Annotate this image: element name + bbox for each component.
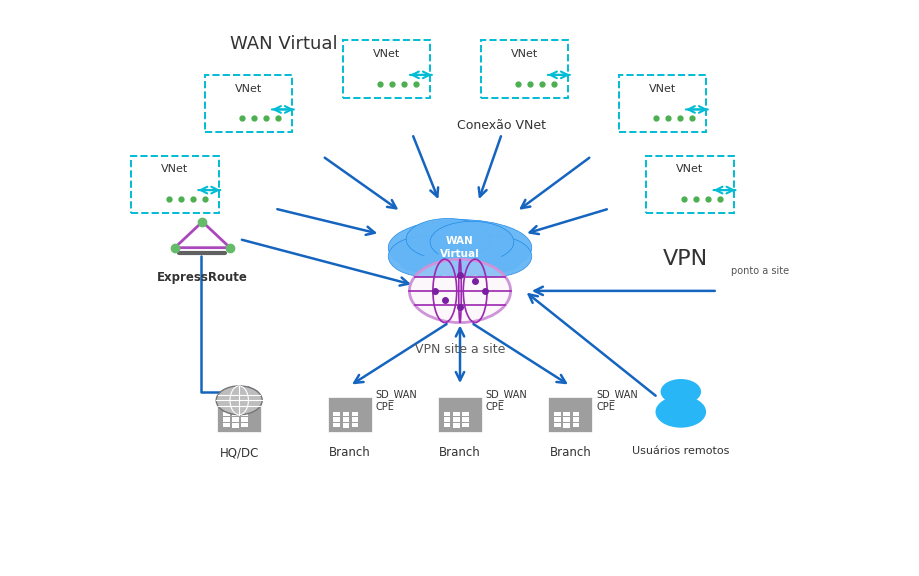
FancyBboxPatch shape (553, 412, 561, 416)
Text: HQ/DC: HQ/DC (220, 446, 258, 460)
FancyBboxPatch shape (452, 412, 460, 416)
FancyBboxPatch shape (548, 397, 592, 432)
FancyBboxPatch shape (342, 418, 349, 422)
FancyBboxPatch shape (572, 412, 579, 416)
Text: Branch: Branch (549, 446, 591, 460)
Text: VNet: VNet (648, 84, 675, 93)
Text: VNet: VNet (161, 164, 188, 174)
FancyBboxPatch shape (443, 423, 450, 427)
FancyBboxPatch shape (222, 418, 230, 422)
FancyBboxPatch shape (618, 75, 706, 132)
FancyBboxPatch shape (437, 397, 482, 432)
Ellipse shape (453, 236, 531, 277)
Text: VNet: VNet (675, 164, 703, 174)
FancyBboxPatch shape (553, 418, 561, 422)
Circle shape (409, 259, 510, 323)
Text: VPN site a site: VPN site a site (414, 343, 505, 356)
Text: ponto a site: ponto a site (731, 266, 789, 276)
Text: VNet: VNet (510, 49, 538, 59)
FancyBboxPatch shape (241, 418, 248, 422)
FancyBboxPatch shape (351, 418, 358, 422)
FancyBboxPatch shape (232, 423, 239, 428)
FancyBboxPatch shape (342, 40, 430, 98)
FancyBboxPatch shape (333, 412, 340, 416)
FancyBboxPatch shape (461, 423, 469, 427)
FancyBboxPatch shape (205, 75, 292, 132)
Text: SD_WAN
CPE: SD_WAN CPE (375, 389, 416, 412)
Text: ExpressRoute: ExpressRoute (157, 271, 247, 284)
FancyBboxPatch shape (351, 423, 358, 427)
FancyBboxPatch shape (572, 418, 579, 422)
Circle shape (216, 386, 262, 415)
Text: SD_WAN
CPE: SD_WAN CPE (485, 389, 527, 412)
FancyBboxPatch shape (222, 423, 230, 427)
FancyBboxPatch shape (443, 412, 450, 416)
FancyBboxPatch shape (333, 423, 340, 427)
FancyBboxPatch shape (452, 423, 460, 428)
FancyBboxPatch shape (232, 418, 239, 422)
FancyBboxPatch shape (461, 412, 469, 416)
FancyBboxPatch shape (342, 412, 349, 416)
Text: WAN Virtual: WAN Virtual (230, 35, 337, 52)
FancyBboxPatch shape (562, 423, 570, 428)
FancyBboxPatch shape (461, 418, 469, 422)
Text: SD_WAN
CPE: SD_WAN CPE (596, 389, 637, 412)
Text: Branch: Branch (438, 446, 481, 460)
Ellipse shape (388, 236, 466, 277)
Ellipse shape (400, 253, 519, 276)
FancyBboxPatch shape (342, 423, 349, 428)
Text: Usuários remotos: Usuários remotos (631, 446, 729, 456)
Text: VPN: VPN (662, 249, 707, 269)
FancyBboxPatch shape (222, 412, 230, 416)
Ellipse shape (430, 221, 513, 263)
FancyBboxPatch shape (241, 423, 248, 427)
Text: WAN
Virtual: WAN Virtual (439, 237, 480, 259)
FancyBboxPatch shape (452, 418, 460, 422)
FancyBboxPatch shape (333, 418, 340, 422)
FancyBboxPatch shape (327, 397, 371, 432)
FancyBboxPatch shape (241, 412, 248, 416)
Text: VNet: VNet (372, 49, 400, 59)
Text: Branch: Branch (328, 446, 370, 460)
Ellipse shape (406, 218, 489, 260)
FancyBboxPatch shape (232, 412, 239, 416)
FancyBboxPatch shape (131, 156, 219, 213)
FancyBboxPatch shape (217, 397, 261, 432)
FancyBboxPatch shape (481, 40, 568, 98)
FancyBboxPatch shape (443, 418, 450, 422)
FancyBboxPatch shape (646, 156, 733, 213)
FancyBboxPatch shape (562, 412, 570, 416)
Circle shape (660, 379, 700, 404)
Text: Conexão VNet: Conexão VNet (457, 119, 545, 132)
Ellipse shape (655, 396, 706, 427)
FancyBboxPatch shape (553, 423, 561, 427)
FancyBboxPatch shape (351, 412, 358, 416)
FancyBboxPatch shape (572, 423, 579, 427)
Text: VNet: VNet (234, 84, 262, 93)
FancyBboxPatch shape (562, 418, 570, 422)
Ellipse shape (388, 219, 531, 276)
